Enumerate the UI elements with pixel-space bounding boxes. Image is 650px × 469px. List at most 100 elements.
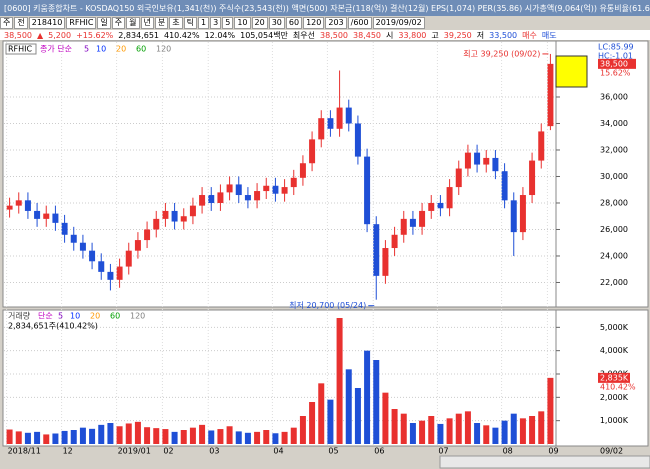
legend-item: 5	[58, 312, 63, 321]
volume-bar	[52, 433, 59, 444]
candle-body	[510, 200, 517, 233]
info-item: +15.62%	[76, 30, 114, 40]
volume-bar	[290, 427, 297, 444]
volume-bar	[272, 433, 279, 444]
candle-body	[15, 200, 22, 206]
last-date: 09/02	[600, 447, 623, 456]
x-tick-label: 12	[63, 447, 73, 456]
info-item: 33,500	[489, 30, 518, 40]
y-tick-label: 1,000K	[600, 416, 629, 425]
candle-body	[189, 205, 196, 217]
volume-bar	[116, 426, 123, 444]
candle-body	[400, 218, 407, 235]
price-tag	[598, 58, 636, 69]
volume-bar	[483, 425, 490, 444]
x-tick-label: 05	[328, 447, 338, 456]
volume-bar	[437, 423, 444, 444]
info-item: 410.42%	[164, 30, 200, 40]
x-tick-label: 2019/01	[118, 447, 151, 456]
volume-bar	[474, 423, 481, 444]
info-item: 최우선	[292, 30, 316, 40]
candle-body	[153, 218, 160, 230]
info-item: 39,250	[443, 30, 472, 40]
info-row: 38,500 ▲ 5,200 +15.62% 2,834,651 410.42% 12.04…	[0, 30, 650, 40]
scroll-bar[interactable]	[439, 455, 650, 469]
volume-tag-change: 410.42%	[600, 382, 636, 391]
x-tick-label: 06	[374, 447, 384, 456]
candle-body	[34, 210, 41, 219]
candle-body	[79, 242, 86, 251]
y-tick-label: 24,000	[600, 251, 628, 260]
volume-bar	[208, 430, 215, 444]
info-item: 저	[476, 30, 485, 40]
volume-bar	[34, 431, 41, 444]
toolbar-item: 1	[198, 17, 210, 29]
volume-bar	[61, 430, 68, 444]
annotation: 최고 39,250 (09/02)	[463, 48, 540, 58]
volume-bar	[336, 318, 343, 444]
x-tick-label: 07	[438, 447, 448, 456]
candle-body	[428, 202, 435, 211]
window-title: [0600] 키움종합차트 - KOSDAQ150 외국인보유(1,341(천)…	[4, 3, 650, 13]
candle-body	[217, 192, 224, 203]
info-item: 고	[431, 30, 439, 40]
volume-bar	[144, 427, 151, 444]
candle-body	[125, 250, 132, 267]
candle-body	[98, 261, 105, 272]
toolbar-item: 3	[210, 17, 222, 29]
volume-bar	[199, 424, 206, 444]
volume-bar	[217, 429, 224, 444]
volume-bar	[171, 431, 178, 444]
volume-bar	[419, 420, 426, 444]
candle-body	[483, 157, 490, 165]
price-tag-label: 38,500	[600, 59, 628, 68]
volume-bar	[244, 432, 251, 444]
candle-body	[208, 195, 215, 203]
toolbar-item: 분	[154, 17, 169, 29]
candle-body	[61, 222, 68, 235]
volume-bar	[391, 409, 398, 444]
legend-item: 120	[156, 45, 171, 54]
toolbar: 주 전 218410 RFHIC 일 주 월 년 분 초 틱 1 3 5 10 20 30 60 120 203/60…	[0, 17, 650, 29]
toolbar-item: RFHIC	[66, 17, 97, 29]
candle-body	[226, 184, 233, 193]
volume-bar	[455, 413, 462, 444]
legend-item: 120	[130, 312, 145, 321]
info-item: 33,800	[398, 30, 427, 40]
candle-body	[180, 216, 187, 222]
toolbar-item: 218410	[28, 17, 66, 29]
y-tick-label: 34,000	[600, 119, 628, 128]
x-tick-label: 2018/11	[8, 447, 41, 456]
title-bar: [0600] 키움종합차트 - KOSDAQ150 외국인보유(1,341(천)…	[0, 0, 650, 16]
volume-bar	[15, 431, 22, 444]
candle-body	[474, 152, 481, 165]
volume-tag-label: 2,835K	[600, 373, 629, 382]
candle-body	[107, 271, 114, 280]
info-item: 2,834,651	[118, 30, 159, 40]
x-tick-label: 02	[163, 447, 173, 456]
volume-bar	[134, 421, 141, 444]
volume-bar	[6, 429, 13, 444]
y-tick-label: 26,000	[600, 225, 628, 234]
volume-bar	[382, 392, 389, 444]
candle-body	[52, 213, 59, 223]
toolbar-item: /600	[347, 17, 372, 29]
y-tick-label: 5,000K	[600, 323, 629, 332]
x-tick-label: 08	[503, 447, 513, 456]
info-item: 시	[386, 30, 394, 40]
legend-item: 단순	[38, 311, 53, 321]
volume-bar	[254, 431, 261, 444]
legend-item: 60	[110, 312, 120, 321]
volume-bar	[180, 430, 187, 444]
candle-body	[299, 163, 306, 178]
candle-body	[373, 224, 380, 276]
candle-body	[290, 177, 297, 188]
toolbar-item: 전	[14, 17, 28, 29]
volume-bar	[153, 428, 160, 444]
candle-body	[263, 185, 270, 192]
volume-bar	[327, 399, 334, 444]
candle-body	[171, 210, 178, 222]
info-item: 38,450	[353, 30, 382, 40]
